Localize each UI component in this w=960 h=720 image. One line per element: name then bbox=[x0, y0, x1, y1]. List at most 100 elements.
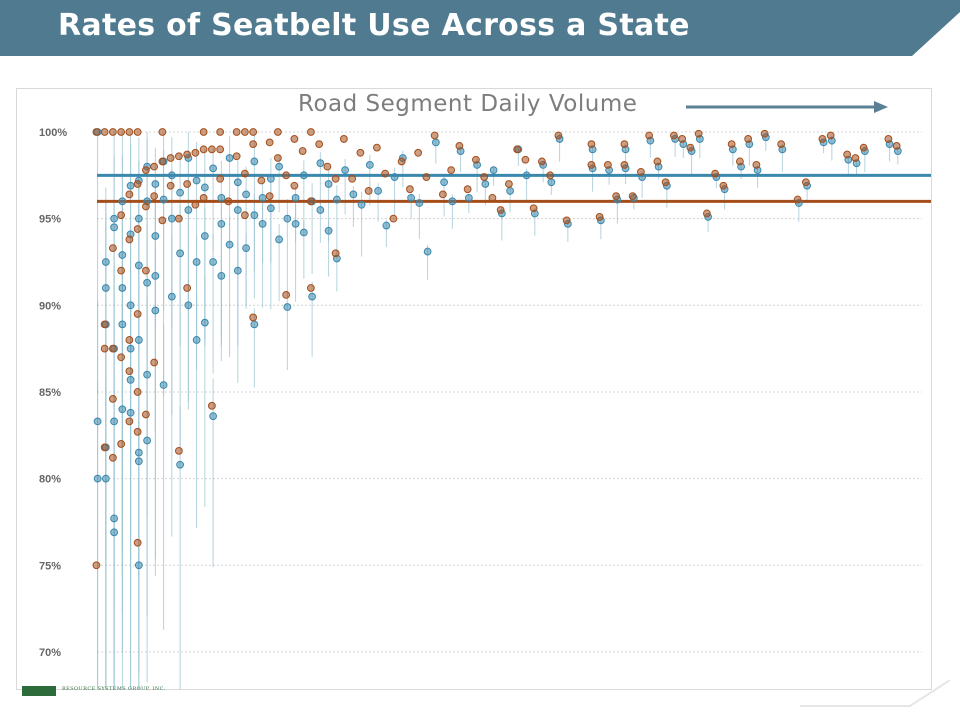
y-tick-label: 100% bbox=[39, 127, 67, 139]
data-point bbox=[472, 155, 480, 164]
data-point bbox=[100, 128, 109, 136]
data-point bbox=[274, 128, 282, 136]
data-point bbox=[678, 135, 687, 143]
data-point bbox=[341, 166, 350, 175]
data-point bbox=[299, 228, 308, 237]
data-point bbox=[422, 173, 431, 181]
data-point bbox=[217, 271, 226, 280]
data-point bbox=[192, 176, 201, 185]
data-point bbox=[183, 150, 192, 159]
chart-frame: 100% 95% 90% 85% 80% 75% 70% bbox=[16, 88, 932, 690]
data-point bbox=[290, 135, 299, 143]
data-point bbox=[216, 174, 225, 183]
title-bar-background bbox=[0, 0, 960, 56]
data-point bbox=[241, 211, 249, 220]
data-point bbox=[199, 145, 208, 154]
data-point bbox=[266, 174, 275, 183]
data-point bbox=[133, 538, 142, 547]
data-point bbox=[414, 148, 423, 157]
data-point bbox=[529, 204, 538, 213]
data-point bbox=[141, 166, 150, 175]
data-point bbox=[299, 171, 308, 180]
data-point bbox=[760, 129, 769, 138]
data-point bbox=[141, 266, 150, 275]
data-point bbox=[356, 148, 365, 157]
data-point bbox=[191, 200, 200, 209]
data-point bbox=[727, 140, 736, 149]
data-point bbox=[233, 206, 242, 214]
data-point bbox=[266, 204, 275, 213]
data-point bbox=[637, 167, 645, 176]
data-point bbox=[199, 193, 208, 202]
data-point bbox=[241, 169, 249, 178]
data-point bbox=[167, 292, 176, 301]
data-point bbox=[283, 214, 292, 223]
data-point bbox=[176, 188, 185, 197]
logo-mark-icon bbox=[22, 686, 56, 696]
data-point bbox=[150, 162, 159, 171]
data-point bbox=[101, 284, 110, 292]
data-point bbox=[133, 225, 142, 233]
data-point bbox=[686, 143, 695, 152]
data-point bbox=[183, 180, 192, 188]
data-point bbox=[258, 193, 267, 202]
data-point bbox=[282, 291, 291, 299]
data-point bbox=[109, 344, 117, 353]
data-point bbox=[275, 162, 284, 171]
data-point bbox=[216, 128, 225, 136]
data-point bbox=[167, 214, 176, 223]
data-point bbox=[249, 313, 258, 322]
data-point bbox=[275, 235, 284, 244]
data-point bbox=[92, 128, 101, 136]
data-point bbox=[126, 301, 135, 310]
data-point bbox=[110, 417, 118, 426]
data-point bbox=[126, 181, 135, 190]
data-point bbox=[389, 214, 398, 223]
data-point bbox=[711, 169, 720, 178]
data-point bbox=[133, 427, 142, 436]
data-point bbox=[620, 161, 629, 169]
data-point bbox=[431, 138, 440, 147]
data-point bbox=[307, 284, 315, 292]
data-point bbox=[430, 131, 439, 140]
data-point bbox=[859, 143, 868, 152]
data-point bbox=[802, 178, 810, 187]
data-point bbox=[92, 561, 101, 570]
data-point bbox=[793, 195, 802, 204]
data-point bbox=[208, 401, 216, 410]
data-point bbox=[184, 206, 193, 214]
data-point bbox=[612, 192, 621, 201]
data-point bbox=[694, 129, 703, 138]
data-point bbox=[283, 303, 292, 311]
data-point bbox=[125, 336, 134, 344]
data-point bbox=[110, 528, 118, 537]
data-point bbox=[109, 394, 117, 403]
data-point bbox=[538, 157, 546, 166]
data-point bbox=[93, 474, 102, 483]
title-bar: Rates of Seatbelt Use Across a State bbox=[0, 0, 960, 56]
data-point bbox=[151, 271, 160, 280]
data-point bbox=[141, 410, 150, 419]
data-point bbox=[134, 336, 143, 344]
data-point bbox=[143, 370, 152, 379]
data-point bbox=[199, 128, 208, 136]
scatter-chart: 100% 95% 90% 85% 80% 75% 70% bbox=[39, 127, 931, 689]
data-point bbox=[110, 214, 118, 223]
corner-decoration bbox=[800, 680, 951, 707]
data-point bbox=[554, 131, 563, 140]
data-point bbox=[265, 138, 274, 147]
data-point bbox=[250, 320, 259, 329]
data-point bbox=[110, 514, 118, 523]
data-point bbox=[100, 443, 109, 452]
data-point bbox=[332, 195, 341, 204]
data-point bbox=[133, 180, 142, 188]
data-point bbox=[884, 135, 893, 143]
data-point bbox=[191, 148, 200, 157]
data-point bbox=[463, 185, 472, 194]
data-point bbox=[158, 216, 167, 225]
data-point bbox=[291, 219, 300, 228]
data-point bbox=[126, 375, 135, 384]
data-point bbox=[290, 181, 299, 190]
y-tick-label: 95% bbox=[39, 214, 61, 226]
data-point bbox=[257, 176, 266, 185]
